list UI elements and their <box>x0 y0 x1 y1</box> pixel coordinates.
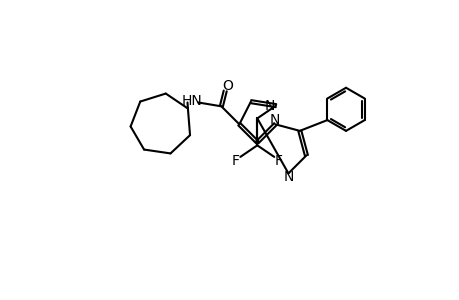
Text: N: N <box>283 170 293 184</box>
Text: N: N <box>264 99 274 112</box>
Text: F: F <box>274 154 282 168</box>
Text: HN: HN <box>181 94 202 108</box>
Text: N: N <box>269 113 280 127</box>
Text: F: F <box>231 154 239 168</box>
Text: O: O <box>222 79 232 92</box>
